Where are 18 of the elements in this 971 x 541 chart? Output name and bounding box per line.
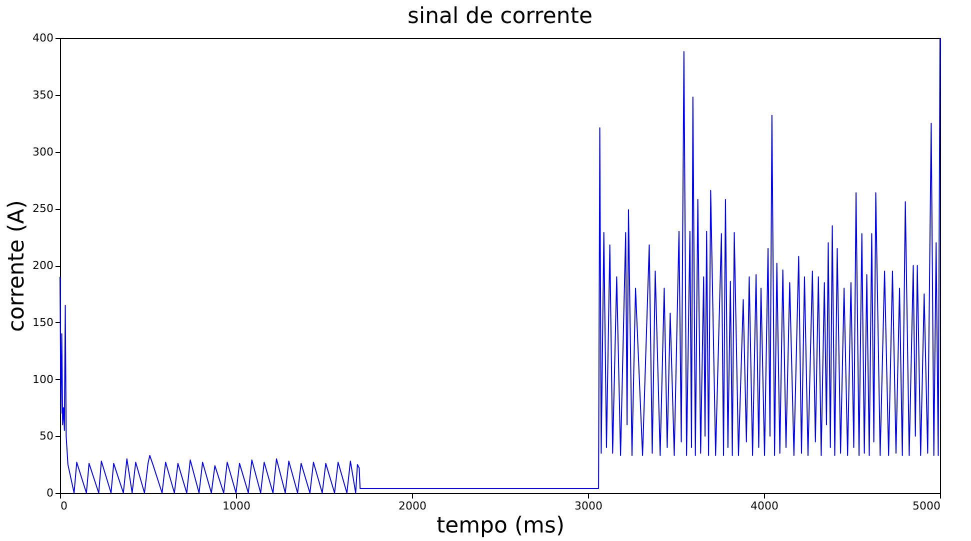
- y-tick-label: 400: [32, 32, 54, 44]
- y-tick-label: 300: [32, 145, 54, 158]
- y-tick-label: 200: [32, 259, 54, 272]
- x-tick-label: 0: [60, 500, 68, 512]
- y-tick-label: 0: [46, 486, 54, 500]
- chart-title: sinal de corrente: [407, 4, 593, 29]
- x-tick-label: 5000: [912, 500, 940, 512]
- y-tick-label: 350: [32, 88, 54, 102]
- x-tick-label: 3000: [574, 500, 602, 512]
- x-axis-title: tempo (ms): [436, 514, 565, 538]
- y-tick-label: 150: [32, 316, 54, 329]
- y-tick-label: 250: [32, 202, 54, 216]
- x-tick-label: 4000: [750, 500, 778, 512]
- y-tick-label: 50: [40, 430, 54, 443]
- y-tick-label: 100: [32, 372, 54, 386]
- x-tick-label: 2000: [398, 500, 426, 512]
- y-axis-title: corrente (A): [4, 200, 30, 332]
- x-tick-label: 1000: [222, 500, 250, 512]
